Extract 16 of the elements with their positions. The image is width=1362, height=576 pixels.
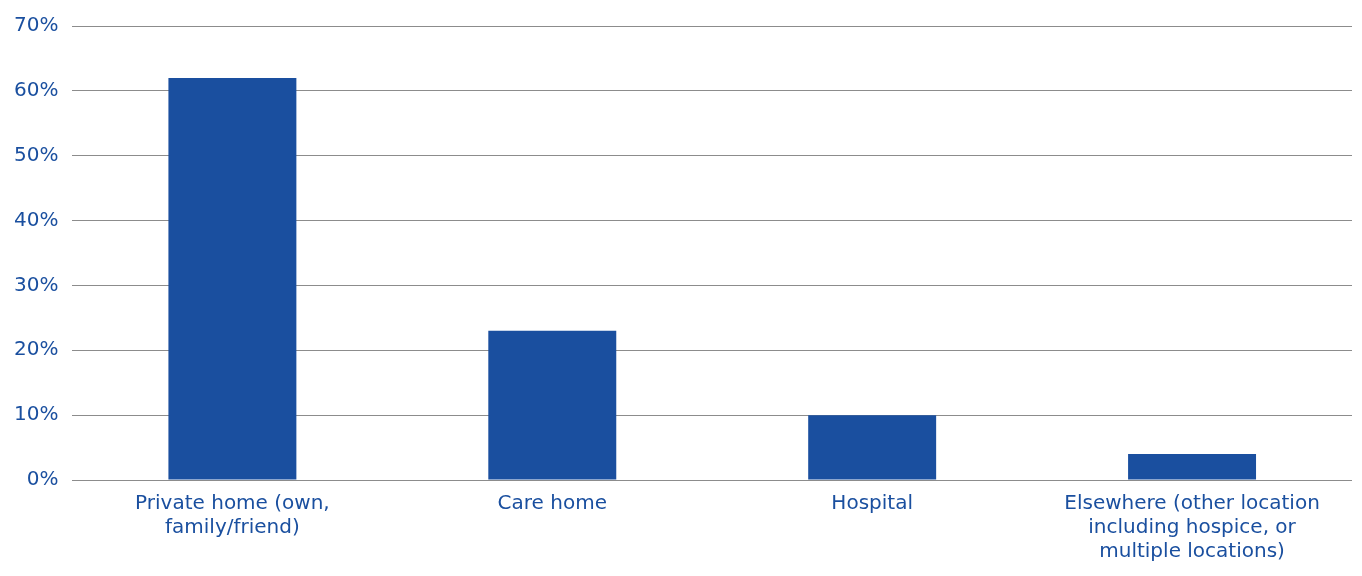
y-tick-label: 40%: [14, 206, 59, 231]
x-tick-label: Care home: [497, 490, 607, 515]
y-tick-label: 0%: [26, 466, 59, 491]
y-tick-label: 60%: [14, 77, 59, 102]
x-tick-label: Private home (own, family/friend): [135, 490, 330, 539]
x-tick-label: Elsewhere (other location including hospice, or multiple locations): [1064, 490, 1320, 563]
bar: [808, 415, 937, 480]
bar: [488, 330, 617, 480]
y-tick-label: 70%: [14, 12, 59, 37]
bar: [1128, 454, 1257, 480]
x-tick-label: Hospital: [831, 490, 913, 515]
y-tick-label: 10%: [14, 401, 59, 426]
y-tick-label: 50%: [14, 141, 59, 166]
bar: [168, 77, 297, 480]
y-tick-label: 20%: [14, 336, 59, 361]
y-tick-label: 30%: [14, 271, 59, 296]
